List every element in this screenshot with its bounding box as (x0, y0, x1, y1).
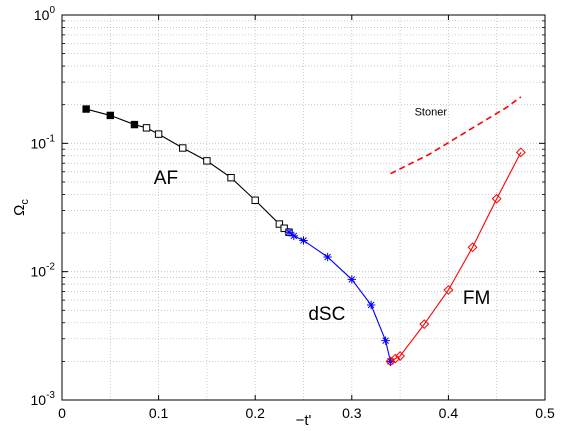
series-layer (82, 96, 526, 367)
data-point (491, 193, 502, 204)
data-point (381, 336, 390, 345)
data-point (82, 105, 90, 113)
x-tick-label: 0.1 (149, 405, 169, 421)
y-axis-label: Ωc (11, 199, 31, 216)
annotation-stoner: Stoner (415, 106, 448, 118)
data-point (154, 130, 163, 138)
data-point (106, 111, 114, 120)
data-point (203, 157, 211, 165)
grid (62, 15, 545, 400)
annotation-fm: FM (463, 288, 490, 309)
data-point (284, 228, 294, 237)
y-tick-exponent: -1 (46, 133, 55, 144)
y-axis-label-main: Ω (11, 205, 28, 216)
data-point (347, 275, 356, 284)
data-point (280, 224, 288, 232)
y-tick-base: 10 (31, 392, 47, 408)
annotations: AF dSC FM Stoner (154, 106, 491, 325)
data-point (299, 236, 308, 245)
data-point (390, 353, 401, 364)
data-point (467, 242, 478, 253)
y-tick-label: 100 (34, 5, 56, 23)
y-tick-exponent: 0 (49, 5, 55, 16)
x-tick-label: 0.2 (245, 405, 265, 421)
x-axis-label: −t' (296, 412, 312, 429)
y-tick-exponent: -3 (46, 390, 55, 401)
x-tick-label: 0.3 (342, 405, 362, 421)
data-point (251, 196, 259, 204)
y-tick-label: 10-3 (31, 390, 56, 408)
data-point (323, 252, 332, 262)
series-stoner (390, 96, 522, 175)
plot-frame (61, 14, 546, 401)
annotation-dsc: dSC (308, 304, 345, 325)
data-point (366, 300, 376, 310)
x-tick-label: 0.5 (535, 405, 555, 421)
data-point (515, 147, 526, 158)
y-tick-exponent: -2 (46, 262, 55, 273)
series-line (390, 152, 522, 362)
x-tick-label: 0.4 (439, 405, 459, 421)
data-point (385, 356, 396, 367)
data-point (130, 120, 139, 129)
x-tick-label: 0 (58, 405, 66, 421)
series-line (288, 231, 391, 362)
axes (61, 14, 546, 401)
series-af (82, 105, 293, 236)
y-tick-base: 10 (31, 264, 47, 280)
series-dsc (284, 228, 395, 366)
data-point (142, 124, 151, 132)
data-point (395, 351, 406, 361)
y-tick-base: 10 (31, 135, 47, 151)
data-point (443, 285, 454, 295)
data-point (179, 144, 187, 152)
series-line (390, 96, 522, 175)
series-line (86, 108, 290, 233)
y-tick-label: 10-2 (31, 262, 56, 280)
y-tick-base: 10 (34, 7, 50, 23)
data-point (275, 220, 284, 228)
y-tick-label: 10-1 (31, 133, 56, 151)
data-point (289, 231, 299, 241)
data-point (227, 173, 235, 182)
data-point (386, 357, 395, 366)
annotation-af: AF (154, 168, 178, 189)
series-fm (385, 147, 526, 367)
y-axis-label-subscript: c (19, 199, 31, 205)
data-point (419, 319, 430, 330)
